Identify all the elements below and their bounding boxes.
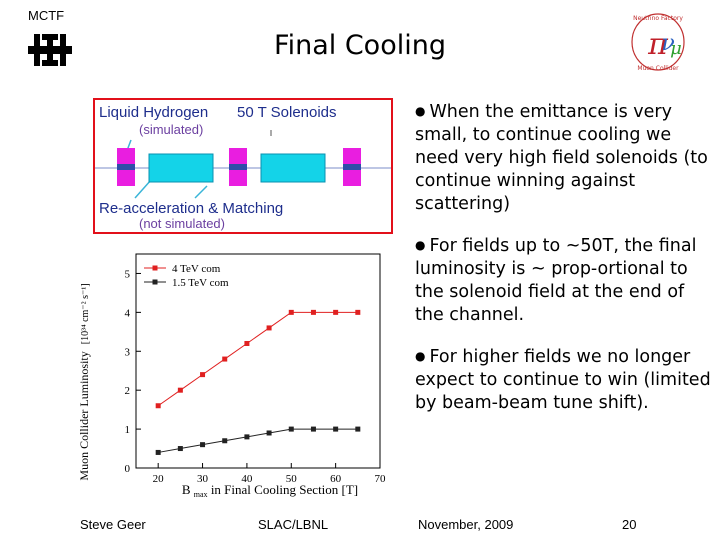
bullet-dot-icon: ●: [415, 104, 426, 118]
data-point: [333, 309, 339, 315]
channel-schematic: [95, 130, 391, 199]
data-point: [200, 372, 206, 378]
bullet-text: For higher fields we no longer expect to…: [415, 347, 711, 413]
chart-axes: 20 30 40 50 60 70 0 1 2 3 4 5: [125, 253, 387, 485]
legend-marker: [152, 265, 158, 271]
y-axis-label: Muon Collider Luminosity [10³⁴ cm⁻² s⁻¹]: [77, 283, 91, 480]
data-point: [244, 434, 250, 440]
simulated-label: (simulated): [139, 122, 204, 137]
data-point: [355, 426, 361, 432]
data-point: [200, 442, 206, 448]
bullet-item: ● When the emittance is very small, to co…: [415, 100, 715, 216]
neutrino-factory-logo-icon: π ν μ Neutrino Factory Muon Collider: [631, 13, 685, 72]
svg-text:ν: ν: [661, 31, 674, 56]
cooling-channel-diagram: Liquid Hydrogen (simulated) 50 T Solenoi…: [93, 98, 393, 234]
data-point: [155, 403, 161, 409]
bullet-text: For fields up to ~50T, the final luminos…: [415, 236, 697, 325]
series-line-1: [158, 428, 358, 453]
svg-text:π: π: [647, 27, 669, 62]
x-axis-label: B max in Final Cooling Section [T]: [182, 482, 358, 500]
solenoid-coil: [117, 148, 135, 164]
y-tick-label: 2: [125, 385, 131, 397]
solenoid-coil: [117, 170, 135, 186]
solenoid-coil: [343, 148, 361, 164]
data-point: [244, 340, 250, 346]
legend-label: 4 TeV com: [172, 263, 221, 275]
data-point: [266, 325, 272, 331]
luminosity-chart: 20 30 40 50 60 70 0 1 2 3 4 5 4 TeV com 1.5 TeV com …: [74, 244, 394, 500]
x-tick-label: 20: [153, 473, 165, 485]
bullet-text: When the emittance is very small, to con…: [415, 102, 708, 214]
solenoid-coil: [229, 170, 247, 186]
legend-label: 1.5 TeV com: [172, 277, 229, 289]
absorber: [343, 164, 361, 170]
solenoids-label: 50 T Solenoids: [237, 104, 337, 121]
legend-marker: [152, 279, 158, 285]
data-point: [222, 438, 228, 444]
data-point: [310, 309, 316, 315]
rf-cavity: [260, 153, 326, 183]
y-tick-label: 3: [125, 346, 131, 358]
y-tick-label: 4: [125, 307, 131, 319]
not-simulated-label: (not simulated): [139, 216, 225, 231]
data-point: [355, 309, 361, 315]
logo-text-top: Neutrino Factory: [633, 15, 683, 22]
bullet-item: ● For fields up to ~50T, the final lumino…: [415, 234, 715, 327]
bullet-dot-icon: ●: [415, 349, 426, 363]
footer-date: November, 2009: [418, 517, 514, 532]
logo-text-bottom: Muon Collider: [637, 65, 679, 72]
bullet-dot-icon: ●: [415, 238, 426, 252]
liquid-hydrogen-label: Liquid Hydrogen: [99, 104, 209, 121]
y-tick-label: 0: [125, 463, 131, 475]
x-tick-label: 50: [286, 473, 298, 485]
data-point: [310, 426, 316, 432]
fermilab-logo-icon: [28, 34, 72, 66]
page-title: Final Cooling: [274, 30, 446, 61]
absorber: [117, 164, 135, 170]
solenoid-coil: [229, 148, 247, 164]
bullet-list: ● When the emittance is very small, to co…: [415, 100, 715, 433]
reacceleration-label: Re-acceleration & Matching: [99, 200, 284, 217]
chart-legend: 4 TeV com 1.5 TeV com: [144, 263, 229, 289]
x-tick-label: 40: [241, 473, 253, 485]
footer-lab: SLAC/LBNL: [258, 517, 329, 532]
x-tick-label: 60: [330, 473, 342, 485]
data-point: [177, 387, 183, 393]
data-point: [288, 426, 294, 432]
data-point: [177, 446, 183, 452]
rf-cavity: [148, 153, 214, 183]
footer-author: Steve Geer: [80, 517, 146, 532]
data-point: [222, 356, 228, 362]
series-line-0: [157, 311, 358, 407]
data-point: [155, 449, 161, 455]
bullet-item: ● For higher fields we no longer expect t…: [415, 345, 715, 415]
chart-series: [155, 309, 361, 455]
svg-text:μ: μ: [670, 38, 682, 59]
y-tick-label: 5: [125, 268, 131, 280]
data-point: [288, 309, 294, 315]
x-tick-label: 30: [197, 473, 209, 485]
plot-frame: [135, 253, 381, 469]
x-tick-label: 70: [375, 473, 387, 485]
absorber: [229, 164, 247, 170]
data-point: [266, 430, 272, 436]
footer-page-number: 20: [622, 517, 637, 532]
solenoid-coil: [343, 170, 361, 186]
y-tick-label: 1: [125, 424, 131, 436]
data-point: [333, 426, 339, 432]
org-label: MCTF: [28, 8, 65, 23]
